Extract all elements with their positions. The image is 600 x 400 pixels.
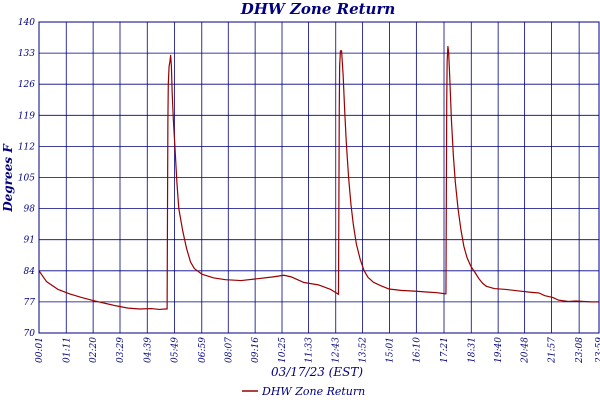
x-tick-label-20: 23:08: [575, 337, 585, 364]
plot-frame: [38, 21, 600, 334]
x-tick-label-2: 02:20: [89, 337, 99, 363]
x-tick-label-15: 17:21: [440, 337, 450, 363]
x-tick-label-14: 16:10: [412, 337, 422, 363]
chart-title: DHW Zone Return: [240, 0, 396, 18]
legend-label: DHW Zone Return: [261, 385, 365, 398]
x-tick-label-10: 11:33: [304, 337, 314, 363]
x-tick-label-21: 23:59: [595, 337, 600, 364]
x-tick-label-19: 21:57: [547, 337, 557, 364]
x-axis-label: 03/17/23 (EST): [271, 365, 363, 379]
grid: [38, 21, 600, 334]
x-tick-label-16: 18:31: [467, 337, 477, 363]
y-axis-label: Degrees F: [1, 143, 15, 213]
y-tick-label-10: 140: [18, 18, 35, 28]
legend: DHW Zone Return: [242, 385, 365, 398]
y-tick-label-2: 84: [24, 267, 36, 277]
series-layer: [38, 45, 599, 311]
y-tick-labels: 70 77 84 91 98 105 112 119 126 133 140: [18, 18, 35, 339]
x-tick-label-13: 15:01: [385, 337, 395, 363]
y-tick-label-8: 126: [18, 80, 35, 90]
x-tick-label-3: 03:29: [116, 337, 126, 363]
x-tick-labels: 00:01 01:11 02:20 03:29 04:39 05:49 06:59 08:07…: [35, 337, 600, 364]
y-tick-label-6: 112: [18, 142, 35, 152]
y-tick-label-5: 105: [18, 174, 35, 184]
x-tick-label-4: 04:39: [143, 337, 153, 363]
y-tick-label-1: 77: [24, 298, 36, 308]
y-tick-label-4: 98: [24, 205, 36, 215]
x-tick-label-11: 12:43: [332, 337, 342, 363]
x-tick-label-1: 01:11: [62, 337, 72, 363]
y-tick-label-9: 133: [18, 49, 35, 59]
x-tick-label-9: 10:25: [278, 337, 288, 363]
y-tick-label-0: 70: [24, 329, 36, 339]
x-tick-label-5: 05:49: [171, 337, 181, 363]
x-tick-label-0: 00:01: [35, 337, 45, 363]
x-tick-label-12: 13:52: [359, 337, 369, 363]
x-tick-label-6: 06:59: [198, 337, 208, 363]
series-line-0: [38, 45, 599, 311]
y-tick-label-3: 91: [24, 236, 35, 246]
x-tick-label-7: 08:07: [224, 337, 234, 363]
x-tick-label-8: 09:16: [251, 337, 261, 363]
y-tick-label-7: 119: [18, 111, 35, 121]
x-tick-label-17: 19:40: [494, 337, 504, 363]
x-tick-label-18: 20:48: [521, 337, 531, 364]
